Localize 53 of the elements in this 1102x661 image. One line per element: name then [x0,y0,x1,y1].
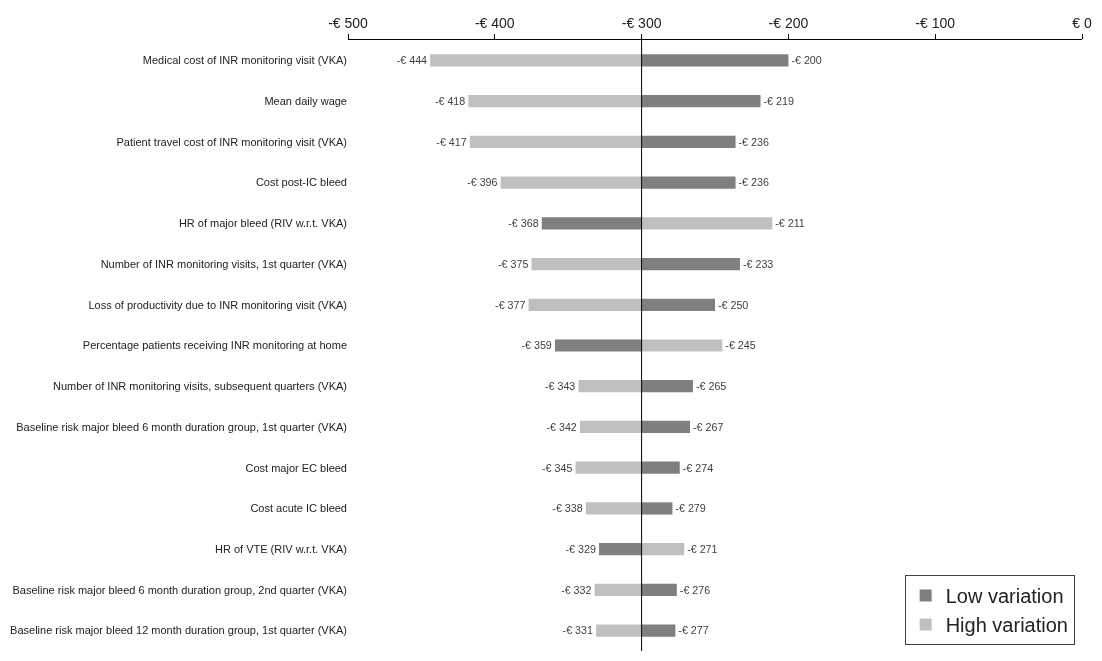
x-tick-label: -€ 500 [328,15,369,32]
data-label: -€ 375 [498,257,529,270]
data-label: -€ 377 [495,298,526,311]
y-tick-label: Patient travel cost of INR monitoring visit (VKA) [116,135,347,148]
x-tick-label: € 0 [1072,15,1092,32]
data-label: -€ 338 [552,502,583,515]
data-label: -€ 359 [521,339,552,352]
x-tick-label: -€ 100 [915,15,956,32]
data-label: -€ 279 [675,502,706,515]
x-tick-label: -€ 400 [474,15,515,32]
data-label: -€ 276 [679,583,711,596]
y-tick-label: Loss of productivity due to INR monitoring visit (VKA) [88,298,347,311]
data-label: -€ 342 [546,420,577,433]
data-label: -€ 236 [738,176,769,189]
y-tick-label: HR of VTE (RIV w.r.t. VKA) [214,543,347,556]
data-label: -€ 396 [467,176,498,189]
y-tick-label: Baseline risk major bleed 6 month duration group, 1st quarter (VKA) [16,420,347,433]
y-tick-label: Number of INR monitoring visits, 1st quarter (VKA) [100,257,347,270]
y-tick-label: Cost post-IC bleed [255,176,347,189]
y-tick-label: Percentage patients receiving INR monitoring at home [82,339,347,352]
y-tick-label: Cost major EC bleed [245,461,347,474]
x-tick-label: -€ 200 [768,15,809,32]
data-label: -€ 200 [791,54,822,67]
y-tick-label: Number of INR monitoring visits, subsequent quarters (VKA) [52,380,347,393]
data-label: -€ 245 [725,339,756,352]
y-tick-label: HR of major bleed (RIV w.r.t. VKA) [178,217,347,230]
data-label: -€ 329 [565,542,596,555]
data-label: -€ 236 [738,135,769,148]
y-tick-label: Cost acute IC bleed [250,502,347,515]
data-label: -€ 331 [562,624,593,637]
data-label: -€ 368 [508,217,539,230]
data-label: -€ 332 [561,583,592,596]
data-label: -€ 211 [775,217,805,230]
data-label: -€ 265 [695,380,727,393]
data-label: -€ 219 [763,94,794,107]
data-label: -€ 250 [718,298,749,311]
data-label: -€ 267 [693,420,724,433]
data-label: -€ 271 [687,542,718,555]
data-label: -€ 418 [434,94,466,107]
data-label: -€ 274 [682,461,714,474]
data-label: -€ 417 [436,135,467,148]
x-tick-label: -€ 300 [621,15,662,32]
data-label: -€ 345 [542,461,573,474]
y-tick-label: Baseline risk major bleed 12 month duration group, 1st quarter (VKA) [10,624,347,637]
data-label: -€ 444 [396,54,428,67]
data-label: -€ 277 [678,624,709,637]
y-tick-label: Baseline risk major bleed 6 month duration group, 2nd quarter (VKA) [12,583,347,596]
y-tick-label: Medical cost of INR monitoring visit (VKA) [142,54,347,67]
data-label: -€ 343 [545,380,576,393]
y-tick-label: Mean daily wage [264,94,347,107]
legend-label: High variation [945,614,1068,637]
data-label: -€ 233 [742,257,774,270]
legend-label: Low variation [945,585,1064,608]
